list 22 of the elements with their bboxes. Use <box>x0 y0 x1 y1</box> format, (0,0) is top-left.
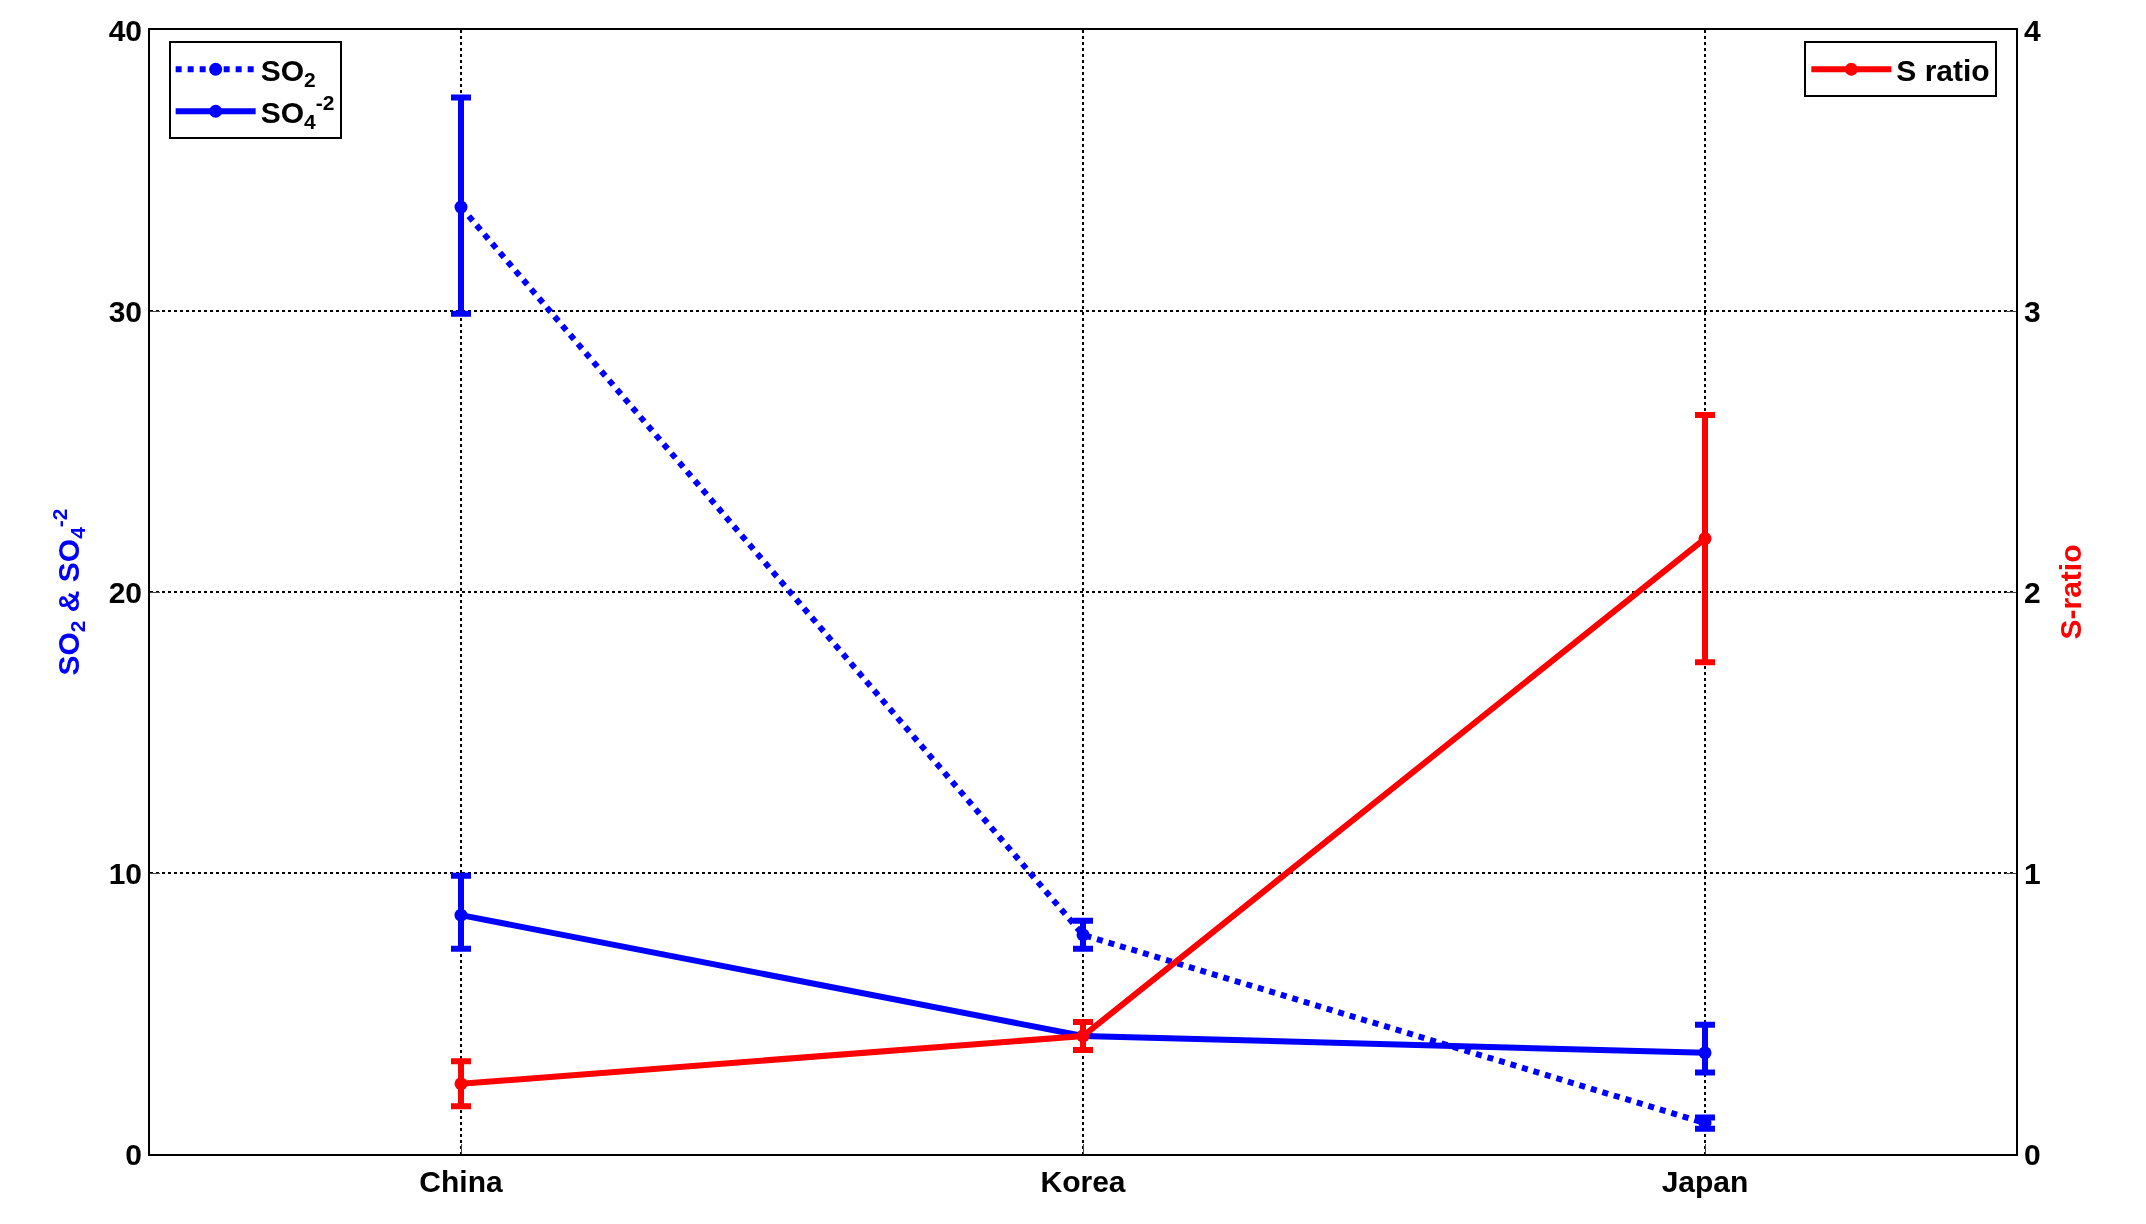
x-tick-label: Japan <box>1661 1165 1749 1198</box>
y-tick-label: 10 <box>108 856 142 890</box>
y2-axis-title: S-ratio <box>2054 544 2087 640</box>
point <box>1076 928 1090 942</box>
legend-label: SO$_{2}$ <box>260 53 316 92</box>
y2-tick-label: 2 <box>2024 575 2041 609</box>
y-tick-label: 40 <box>108 13 142 47</box>
y-tick-label: 20 <box>108 575 142 609</box>
y-tick-label: 30 <box>108 294 142 328</box>
x-tick-label: China <box>419 1165 503 1198</box>
point <box>454 1077 468 1091</box>
point <box>454 200 468 214</box>
point <box>1698 532 1712 546</box>
legend-label: S ratio <box>1896 53 1990 87</box>
y-tick-label: 0 <box>125 1137 142 1171</box>
y2-tick-label: 1 <box>2024 856 2041 890</box>
x-tick-label: Korea <box>1040 1165 1126 1198</box>
point <box>454 908 468 922</box>
point <box>1698 1046 1712 1060</box>
y2-tick-label: 3 <box>2024 294 2041 328</box>
y2-tick-label: 4 <box>2024 13 2041 47</box>
y2-tick-label: 0 <box>2024 1137 2041 1171</box>
